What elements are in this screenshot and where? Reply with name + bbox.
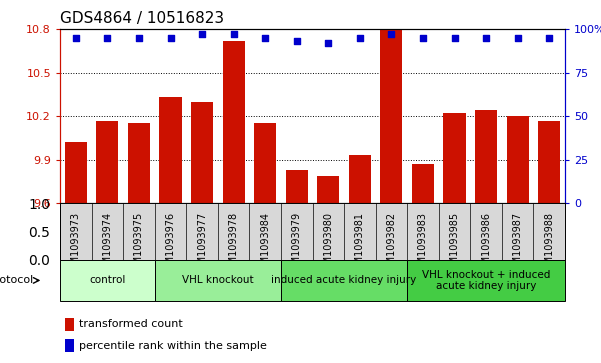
Point bbox=[197, 31, 207, 37]
Bar bbox=[96, 121, 118, 203]
Bar bbox=[65, 318, 75, 331]
Text: GSM1093983: GSM1093983 bbox=[418, 212, 428, 277]
Point bbox=[166, 35, 175, 41]
Bar bbox=[155, 260, 281, 301]
Bar bbox=[222, 41, 245, 203]
Bar bbox=[380, 29, 403, 203]
Bar bbox=[349, 155, 371, 203]
Text: GSM1093974: GSM1093974 bbox=[102, 212, 112, 277]
Text: induced acute kidney injury: induced acute kidney injury bbox=[272, 276, 416, 285]
Bar bbox=[60, 260, 155, 301]
Bar bbox=[475, 110, 497, 203]
Text: VHL knockout + induced
acute kidney injury: VHL knockout + induced acute kidney inju… bbox=[422, 270, 551, 291]
Text: GSM1093979: GSM1093979 bbox=[291, 212, 302, 277]
Bar bbox=[254, 123, 276, 203]
Text: GDS4864 / 10516823: GDS4864 / 10516823 bbox=[60, 12, 224, 26]
Point bbox=[323, 40, 333, 46]
Text: GSM1093980: GSM1093980 bbox=[323, 212, 334, 277]
Bar bbox=[538, 121, 560, 203]
Text: GSM1093986: GSM1093986 bbox=[481, 212, 491, 277]
Point bbox=[513, 35, 522, 41]
Text: GSM1093988: GSM1093988 bbox=[544, 212, 554, 277]
Text: GSM1093973: GSM1093973 bbox=[71, 212, 81, 277]
Bar bbox=[507, 116, 529, 203]
Text: transformed count: transformed count bbox=[79, 319, 183, 330]
Bar bbox=[412, 164, 434, 203]
Bar bbox=[65, 142, 87, 203]
Bar bbox=[191, 102, 213, 203]
Point bbox=[545, 35, 554, 41]
Text: GSM1093975: GSM1093975 bbox=[134, 212, 144, 277]
Point bbox=[134, 35, 144, 41]
Point bbox=[481, 35, 491, 41]
Point bbox=[386, 31, 396, 37]
Bar bbox=[281, 260, 407, 301]
Point bbox=[260, 35, 270, 41]
Bar bbox=[128, 123, 150, 203]
Point bbox=[418, 35, 428, 41]
Text: GSM1093981: GSM1093981 bbox=[355, 212, 365, 277]
Bar bbox=[444, 113, 466, 203]
Text: percentile rank within the sample: percentile rank within the sample bbox=[79, 341, 267, 351]
Point bbox=[450, 35, 459, 41]
Bar bbox=[317, 176, 340, 203]
Text: GSM1093976: GSM1093976 bbox=[165, 212, 175, 277]
Text: VHL knockout: VHL knockout bbox=[182, 276, 254, 285]
Bar bbox=[65, 339, 75, 352]
Text: GSM1093978: GSM1093978 bbox=[228, 212, 239, 277]
Text: GSM1093982: GSM1093982 bbox=[386, 212, 397, 277]
Point bbox=[292, 38, 302, 44]
Text: control: control bbox=[89, 276, 126, 285]
Text: GSM1093984: GSM1093984 bbox=[260, 212, 270, 277]
Bar bbox=[285, 170, 308, 203]
Point bbox=[103, 35, 112, 41]
Point bbox=[71, 35, 81, 41]
Point bbox=[355, 35, 365, 41]
Text: GSM1093985: GSM1093985 bbox=[450, 212, 460, 277]
Bar bbox=[407, 260, 565, 301]
Text: GSM1093987: GSM1093987 bbox=[513, 212, 523, 277]
Bar bbox=[159, 97, 182, 203]
Text: GSM1093977: GSM1093977 bbox=[197, 212, 207, 277]
Point bbox=[229, 31, 239, 37]
Text: protocol: protocol bbox=[0, 276, 33, 285]
